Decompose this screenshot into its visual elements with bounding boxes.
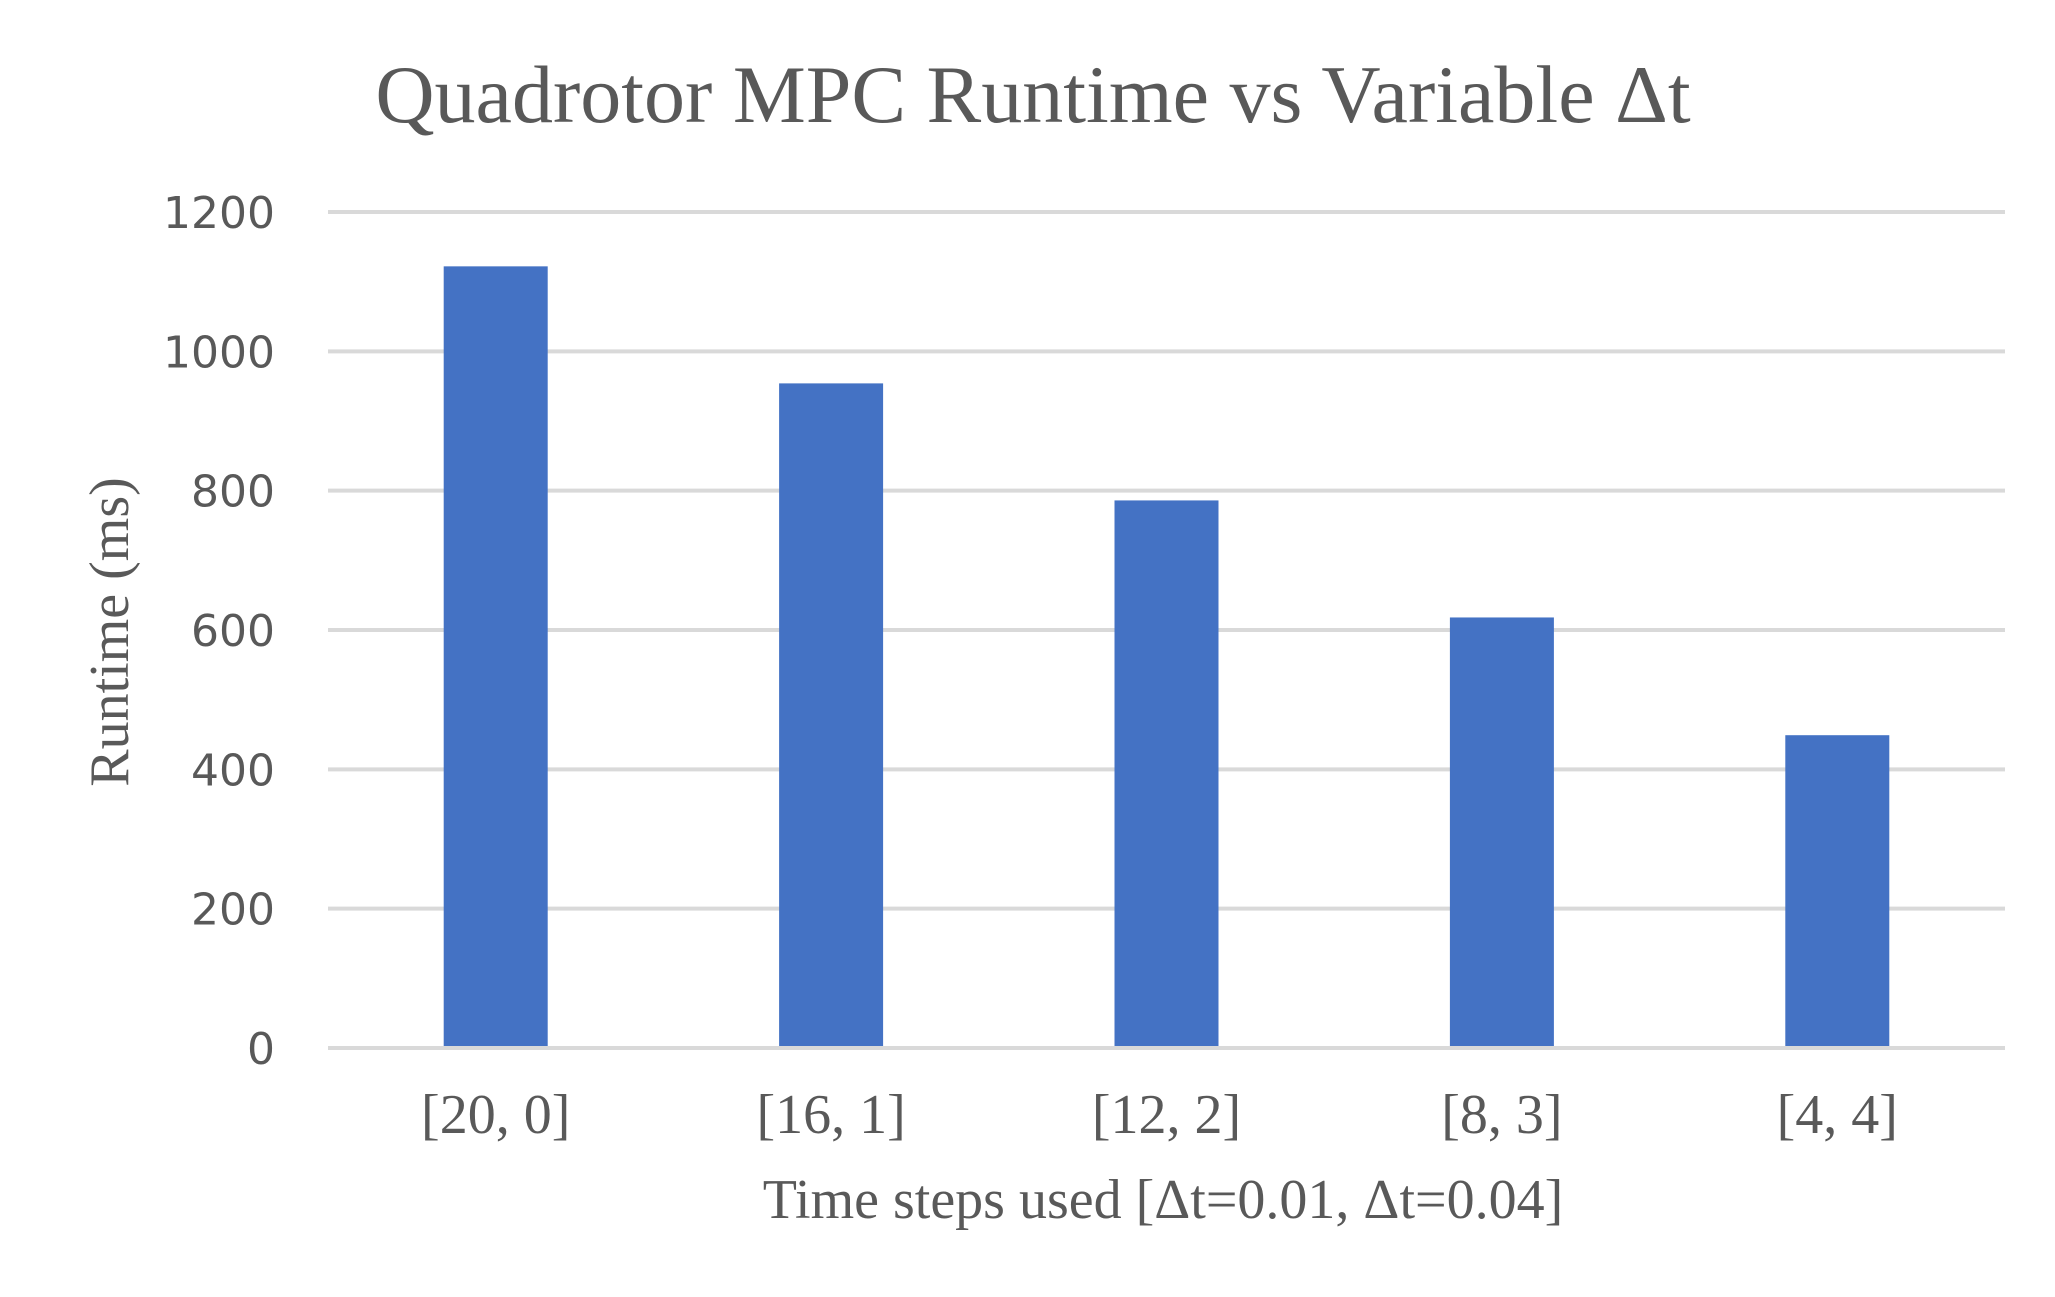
y-tick-label: 600 xyxy=(191,606,275,657)
y-tick-labels: 0 200 400 600 800 1000 1200 xyxy=(163,188,275,1075)
x-axis-title: Time steps used [Δt=0.01, Δt=0.04] xyxy=(763,1169,1563,1231)
bar xyxy=(1114,500,1219,1048)
x-tick-label: [4, 4] xyxy=(1777,1084,1898,1146)
y-tick-label: 800 xyxy=(191,467,275,518)
bar xyxy=(1785,735,1890,1048)
x-tick-label: [16, 1] xyxy=(756,1084,905,1146)
y-tick-label: 1200 xyxy=(163,188,275,239)
x-tick-label: [12, 2] xyxy=(1092,1084,1241,1146)
x-tick-label: [8, 3] xyxy=(1441,1084,1562,1146)
y-axis-title: Runtime (ms) xyxy=(79,477,141,787)
y-tick-label: 400 xyxy=(191,745,275,796)
y-tick-label: 0 xyxy=(247,1024,275,1075)
bar xyxy=(779,383,884,1048)
bar xyxy=(1449,617,1554,1048)
y-tick-label: 200 xyxy=(191,885,275,936)
y-tick-label: 1000 xyxy=(163,327,275,378)
x-tick-labels: [20, 0] [16, 1] [12, 2] [8, 3] [4, 4] xyxy=(421,1084,1898,1146)
x-tick-label: [20, 0] xyxy=(421,1084,570,1146)
chart-title: Quadrotor MPC Runtime vs Variable Δt xyxy=(375,49,1691,140)
bars xyxy=(443,266,1890,1049)
bar xyxy=(443,266,548,1049)
